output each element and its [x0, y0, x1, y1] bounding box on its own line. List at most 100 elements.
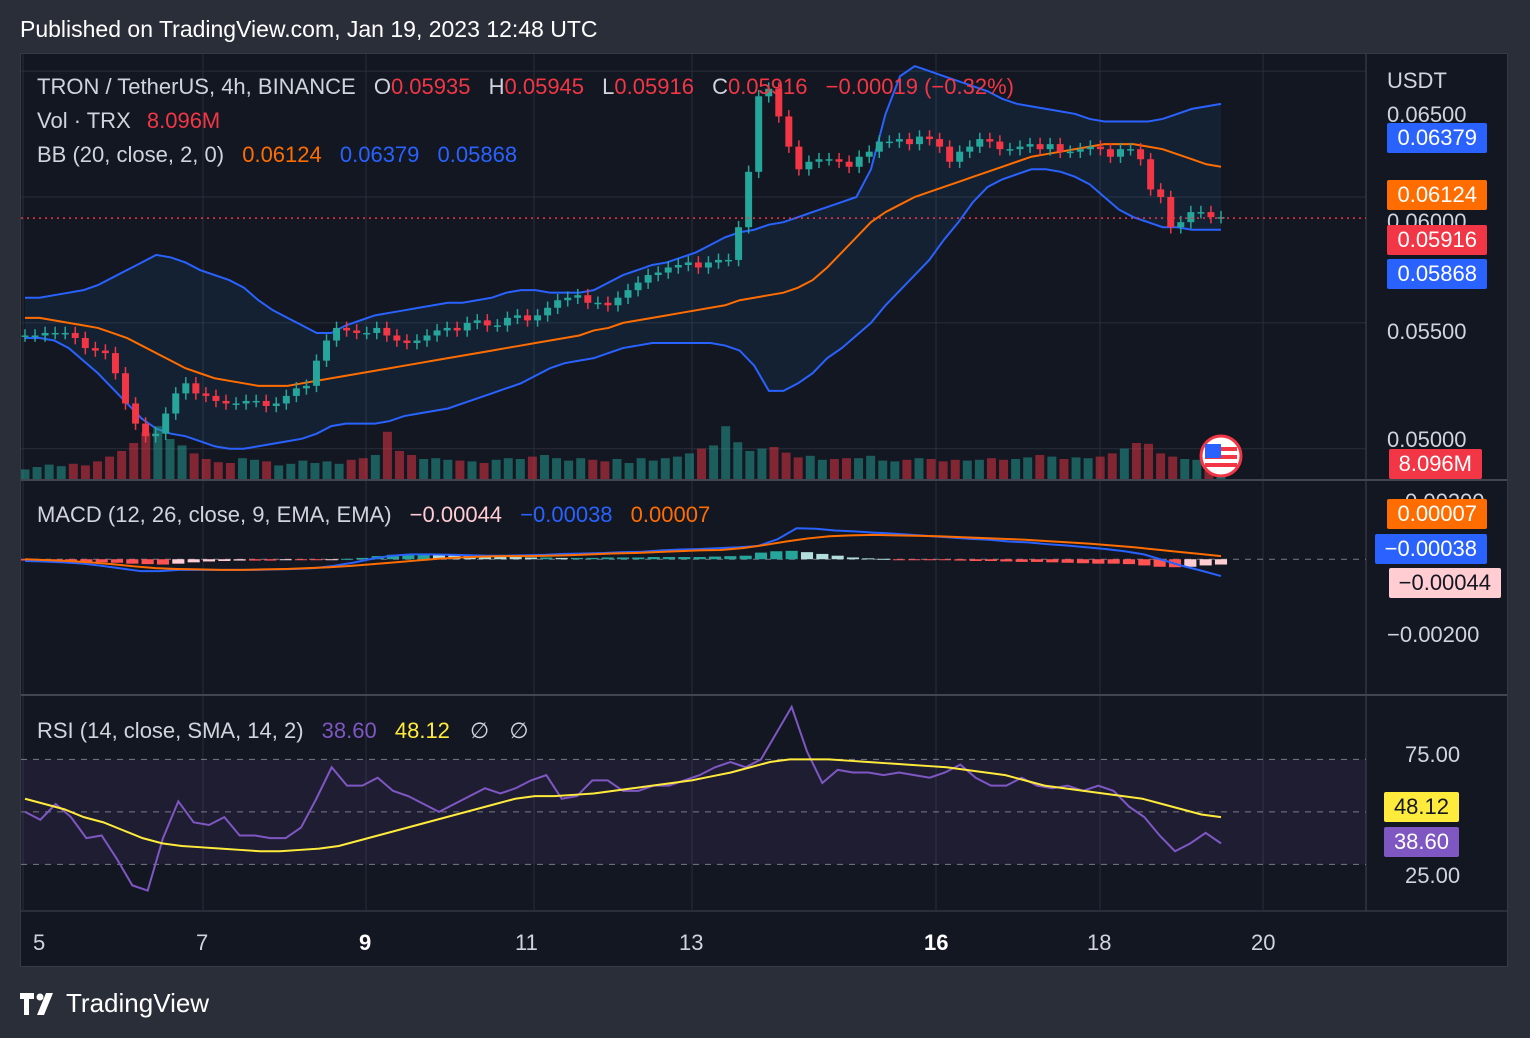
macd-label[interactable]: MACD (12, 26, close, 9, EMA, EMA): [37, 502, 392, 527]
volume-bar: [1047, 456, 1057, 479]
macd-histogram-bar: [325, 559, 338, 561]
candle-body: [714, 259, 722, 263]
rsi-label[interactable]: RSI (14, close, SMA, 14, 2): [37, 718, 304, 743]
bb-low-value: 0.05868: [437, 142, 518, 167]
candle-body: [132, 403, 140, 424]
macd-histogram-bar: [95, 559, 108, 563]
candle-body: [755, 96, 763, 172]
volume-tag: 8.096M: [1388, 449, 1482, 479]
candle-body: [554, 300, 562, 308]
candle-body: [473, 320, 481, 323]
volume-bar: [141, 432, 151, 479]
macd-line-value: −0.00038: [520, 502, 613, 527]
candle-body: [694, 262, 702, 268]
candle-body: [21, 335, 29, 337]
volume-label[interactable]: Vol · TRX: [37, 108, 131, 133]
macd-histogram-bar: [509, 557, 522, 560]
candle-body: [674, 264, 682, 268]
candle-body: [232, 403, 240, 405]
candle-body: [795, 146, 803, 170]
symbol-label[interactable]: TRON / TetherUS, 4h, BINANCE: [37, 74, 356, 99]
volume-bar: [1035, 455, 1045, 479]
macd-histogram-bar: [1000, 559, 1013, 562]
candle-body: [1006, 149, 1014, 151]
macd-histogram-bar: [601, 557, 614, 560]
macd-histogram-bar: [310, 559, 323, 561]
change-value: −0.00019 (−0.32%): [825, 74, 1014, 99]
candle-body: [805, 161, 813, 170]
candle-body: [936, 139, 944, 147]
candle-body: [845, 161, 853, 167]
high-label: H: [488, 74, 505, 99]
macd-histogram-bar: [172, 559, 185, 564]
volume-bar: [105, 456, 115, 479]
candle-body: [725, 259, 733, 262]
volume-bar: [721, 426, 731, 479]
volume-bar: [648, 460, 658, 479]
tradingview-logo[interactable]: TradingView: [20, 988, 209, 1019]
volume-bar: [92, 461, 102, 479]
candle-body: [1197, 212, 1205, 214]
volume-bar: [829, 459, 839, 479]
macd-legend: MACD (12, 26, close, 9, EMA, EMA) −0.000…: [37, 502, 710, 528]
x-tick-4: 13: [679, 930, 704, 955]
macd-histogram-bar: [647, 557, 660, 560]
us-flag-icon[interactable]: [1199, 434, 1243, 478]
chart-canvas[interactable]: [21, 54, 1507, 966]
macd-histogram-bar: [892, 559, 906, 561]
macd-histogram-bar: [80, 559, 93, 562]
volume-bar: [624, 463, 634, 479]
candle-body: [403, 340, 411, 344]
macd-signal-line: [24, 533, 1222, 571]
volume-bar: [636, 458, 646, 479]
macd-hist-value: −0.00044: [409, 502, 503, 527]
candle-body: [41, 332, 49, 336]
candle-body: [1187, 212, 1195, 223]
candle-body: [946, 146, 954, 162]
volume-bar: [564, 460, 574, 479]
volume-bar: [1095, 456, 1105, 479]
macd-histogram-bar: [1092, 559, 1105, 564]
macd-histogram-bar: [540, 557, 553, 560]
macd-histogram-bar: [984, 559, 998, 562]
volume-legend: Vol · TRX 8.096M: [37, 108, 220, 134]
currency-label[interactable]: USDT: [1387, 68, 1447, 93]
bb-label[interactable]: BB (20, close, 2, 0): [37, 142, 225, 167]
macd-histogram-bar: [279, 559, 292, 561]
candle-body: [513, 315, 521, 318]
macd-histogram-bar: [218, 559, 231, 562]
rsi-tag: 38.60: [1383, 827, 1459, 857]
candle-body: [393, 335, 401, 341]
bb-mid-value: 0.06124: [242, 142, 322, 167]
macd-histogram-bar: [494, 556, 507, 560]
rsi-ma-line: [24, 758, 1222, 853]
volume-bar: [515, 459, 525, 479]
candle-body: [825, 159, 833, 161]
close-label: C: [712, 74, 728, 99]
macd-histogram-bar: [662, 557, 676, 560]
macd-histogram-bar: [816, 553, 829, 560]
candle-body: [966, 146, 974, 152]
volume-bar: [503, 458, 513, 479]
candle-body: [71, 332, 79, 338]
volume-bar: [455, 460, 465, 479]
candle-body: [373, 327, 381, 333]
rsi-ma-tag: 48.12: [1383, 792, 1459, 822]
macd-line-tag: −0.00038: [1374, 534, 1487, 564]
macd-histogram-bar: [1184, 559, 1197, 567]
price-tick-2: 0.05500: [1387, 319, 1467, 344]
volume-bar: [672, 456, 682, 479]
candle-body: [875, 141, 883, 152]
macd-histogram-bar: [340, 558, 354, 560]
candle-body: [996, 141, 1004, 150]
candle-body: [101, 350, 109, 354]
volume-bar: [938, 461, 948, 479]
candle-body: [654, 272, 662, 276]
candle-body: [202, 393, 210, 396]
volume-bar: [310, 463, 320, 479]
volume-bar: [1107, 453, 1117, 479]
macd-histogram-bar: [417, 553, 430, 560]
macd-histogram-bar: [954, 559, 967, 561]
macd-histogram-bar: [632, 557, 645, 560]
rsi-tick-1: 25.00: [1405, 863, 1461, 888]
